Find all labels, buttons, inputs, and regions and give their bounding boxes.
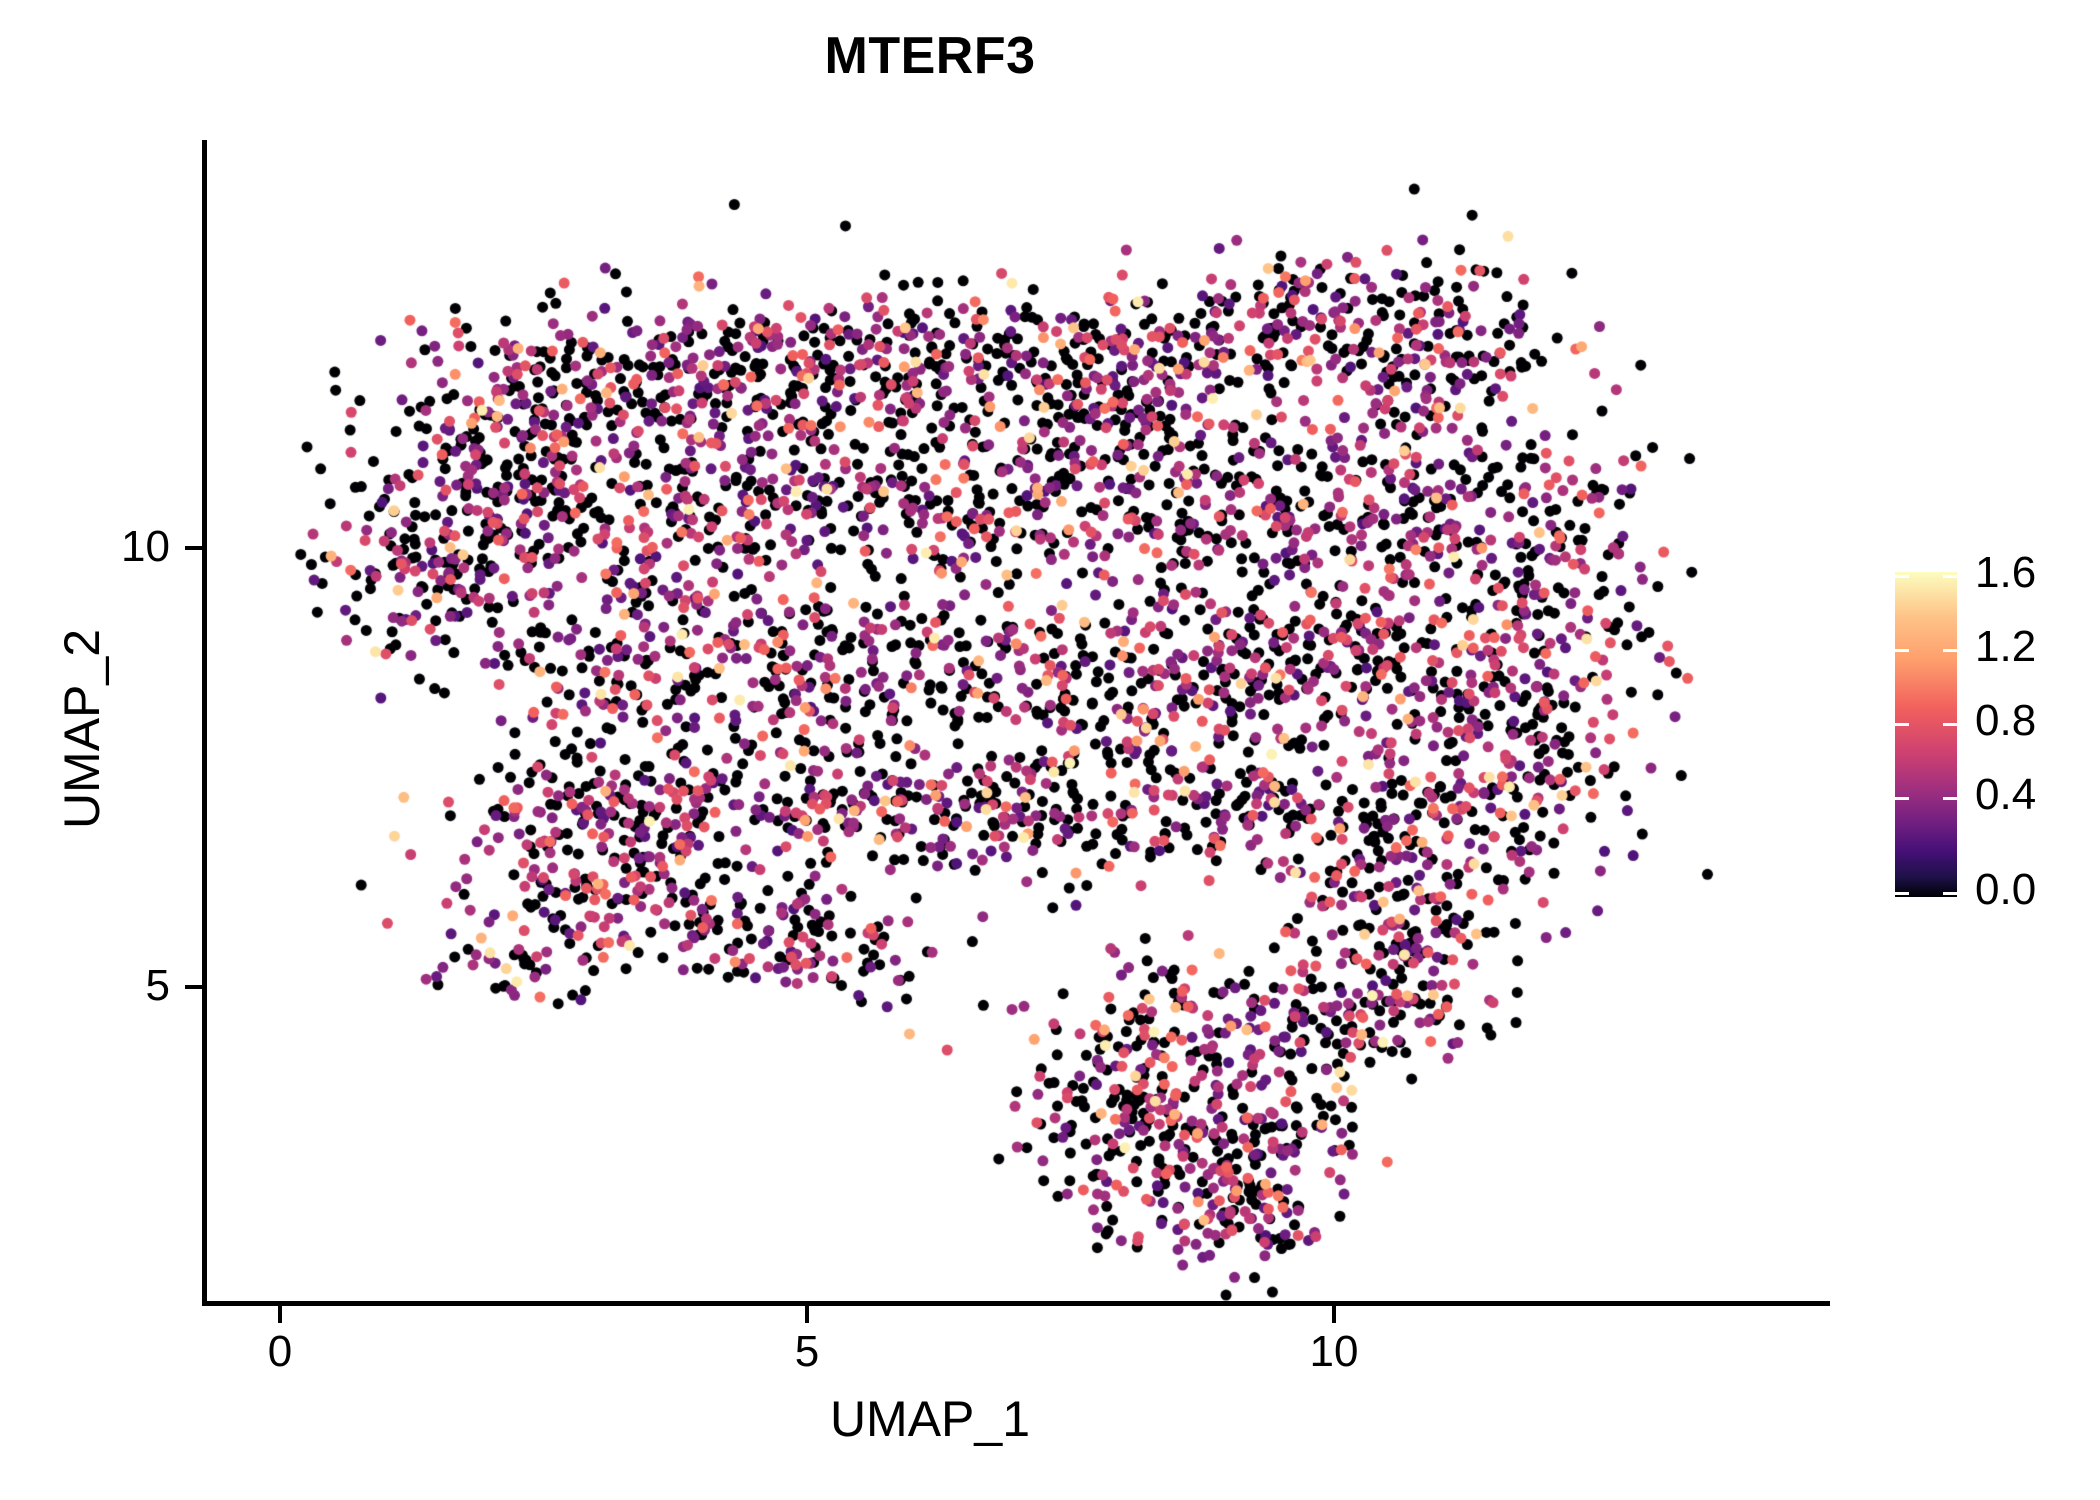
scatter-plot-panel xyxy=(205,140,1830,1303)
colorbar-label-0.0: 0.0 xyxy=(1975,865,2037,914)
page-title: MTERF3 xyxy=(824,27,1036,85)
y-tick-label-5: 5 xyxy=(145,961,170,1010)
colorbar-tick-0.4-right xyxy=(1943,797,1957,800)
scatter-points-canvas xyxy=(205,140,1830,1303)
colorbar-tick-1.2-right xyxy=(1943,649,1957,652)
x-tick-mark-10 xyxy=(1332,1306,1336,1323)
colorbar-tick-0.4-left xyxy=(1895,797,1909,800)
colorbar-tick-1.6-right xyxy=(1943,575,1957,578)
colorbar-tick-0.8-right xyxy=(1943,723,1957,726)
x-tick-label-5: 5 xyxy=(794,1327,820,1376)
colorbar-tick-0.0-left xyxy=(1895,892,1909,895)
y-tick-mark-5 xyxy=(185,985,202,989)
colorbar-tick-0.8-left xyxy=(1895,723,1909,726)
colorbar-tick-1.2-left xyxy=(1895,649,1909,652)
x-tick-label-10: 10 xyxy=(1309,1327,1359,1376)
colorbar-label-1.2: 1.2 xyxy=(1975,622,2037,671)
x-axis-label: UMAP_1 xyxy=(829,1391,1031,1447)
colorbar-tick-1.6-left xyxy=(1895,575,1909,578)
colorbar-label-1.6: 1.6 xyxy=(1975,548,2037,597)
y-axis-label: UMAP_2 xyxy=(54,628,110,830)
y-tick-label-10: 10 xyxy=(121,522,170,571)
y-tick-mark-10 xyxy=(185,546,202,550)
colorbar-gradient xyxy=(1895,572,1957,897)
x-axis-line xyxy=(202,1301,1830,1306)
colorbar-label-0.4: 0.4 xyxy=(1975,770,2037,819)
colorbar-label-0.8: 0.8 xyxy=(1975,696,2037,745)
x-tick-mark-0 xyxy=(278,1306,282,1323)
x-tick-mark-5 xyxy=(805,1306,809,1323)
x-tick-label-0: 0 xyxy=(267,1327,293,1376)
y-axis-line xyxy=(202,140,207,1306)
colorbar-tick-0.0-right xyxy=(1943,892,1957,895)
